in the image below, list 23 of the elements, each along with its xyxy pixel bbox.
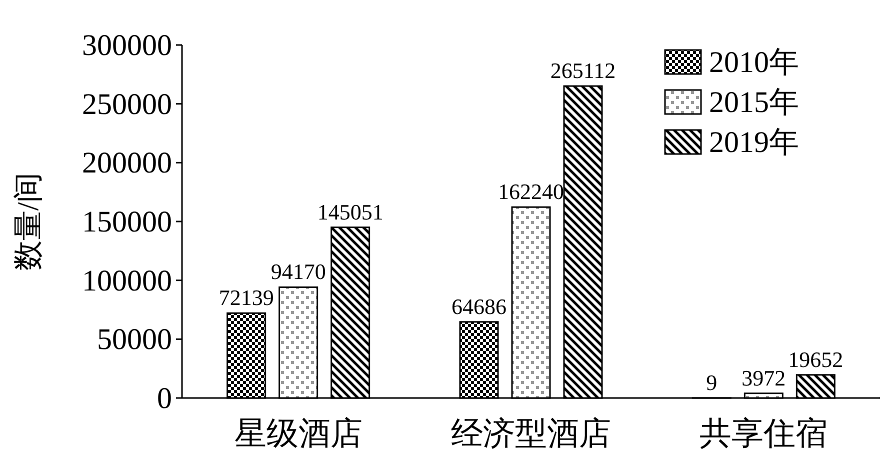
data-label: 265112	[550, 58, 616, 84]
data-label: 162240	[498, 179, 564, 204]
data-label: 19652	[788, 346, 844, 372]
data-label: 3972	[742, 365, 786, 390]
legend-label: 2015年	[709, 86, 799, 119]
y-tick-label: 100000	[82, 264, 172, 298]
x-tick-label: 经济型酒店	[451, 415, 611, 451]
y-axis-title: 数量/间	[12, 172, 45, 271]
data-label: 145051	[317, 199, 384, 224]
data-label: 64686	[452, 294, 506, 319]
y-tick-label: 300000	[82, 29, 172, 62]
data-label: 72139	[218, 285, 274, 310]
y-tick-label: 250000	[82, 88, 172, 121]
y-tick-label: 0	[157, 382, 172, 415]
y-tick-label: 50000	[97, 323, 172, 356]
legend-label: 2019年	[709, 126, 799, 159]
data-label: 94170	[270, 259, 326, 284]
data-label: 9	[706, 370, 718, 395]
x-tick-label: 共享住宿	[700, 415, 828, 451]
y-tick-label: 150000	[82, 206, 172, 238]
legend-label: 2010年	[709, 46, 799, 79]
y-tick-label: 200000	[82, 146, 172, 180]
x-tick-label: 星级酒店	[234, 415, 362, 451]
